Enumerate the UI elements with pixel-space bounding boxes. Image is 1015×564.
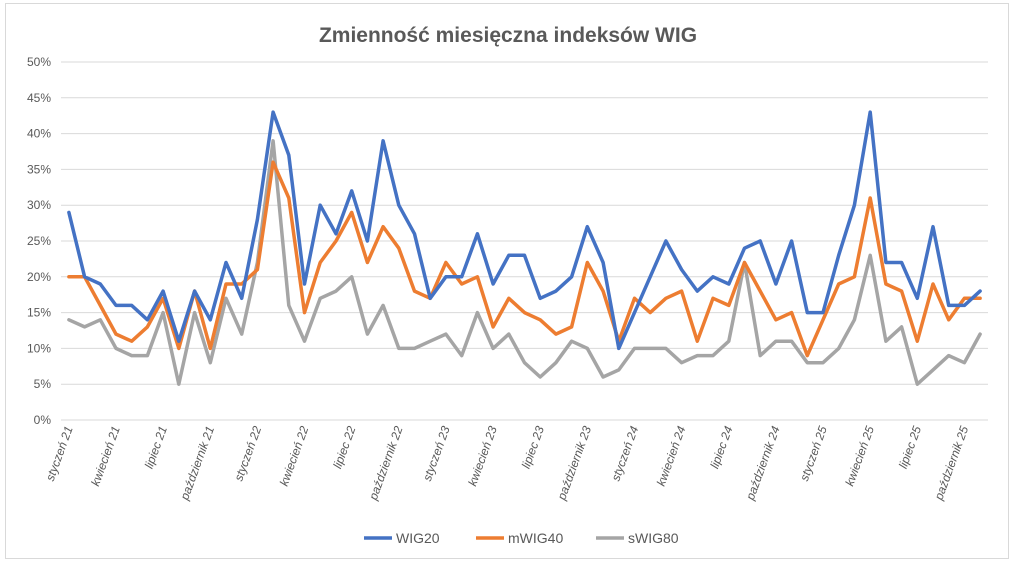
x-tick-label: styczeń 21 (43, 424, 76, 483)
x-tick-label: styczeń 24 (609, 424, 642, 483)
x-tick-label: lipiec 24 (707, 424, 735, 470)
line-chart: Zmienność miesięczna indeksów WIG 0% 5% 10… (27, 24, 988, 546)
x-tick-label: lipiec 21 (142, 424, 170, 470)
y-tick-label: 20% (27, 270, 51, 284)
x-tick-label: kwiecień 24 (654, 424, 689, 488)
x-axis-tick-labels: styczeń 21 kwiecień 21 lipiec 21 październi… (43, 424, 971, 503)
series-line-mwig40 (67, 160, 982, 358)
series-line-wig20 (67, 110, 982, 351)
x-tick-label: lipiec 23 (519, 424, 547, 470)
x-tick-label: październik 22 (366, 424, 406, 503)
x-tick-label: październik 24 (743, 424, 783, 503)
x-tick-label: październik 25 (931, 424, 971, 503)
legend-label-swig80: sWIG80 (628, 530, 679, 546)
series-line-swig80 (67, 139, 982, 386)
x-tick-label: styczeń 22 (231, 424, 264, 483)
y-tick-label: 35% (27, 162, 51, 176)
legend: WIG20 mWIG40 sWIG80 (364, 530, 679, 546)
x-tick-label: kwiecień 25 (842, 424, 877, 488)
chart-title: Zmienność miesięczna indeksów WIG (319, 24, 697, 47)
legend-label-wig20: WIG20 (396, 530, 440, 546)
x-tick-label: lipiec 25 (896, 424, 924, 470)
x-tick-label: kwiecień 21 (88, 424, 123, 488)
series-lines (67, 110, 982, 386)
gridlines (61, 61, 988, 421)
x-tick-label: lipiec 22 (330, 424, 358, 470)
x-tick-label: kwiecień 23 (465, 424, 500, 488)
y-axis-tick-labels: 0% 5% 10% 15% 20% 25% 30% 35% 40% 45% 50% (27, 55, 51, 427)
y-tick-label: 10% (27, 341, 51, 355)
y-tick-label: 50% (27, 55, 51, 69)
x-tick-label: październik 23 (554, 424, 594, 503)
x-tick-label: styczeń 25 (797, 424, 830, 483)
chart-area: Zmienność miesięczna indeksów WIG 0% 5% 10… (5, 3, 1009, 559)
y-tick-label: 5% (34, 377, 52, 391)
y-tick-label: 25% (27, 234, 51, 248)
x-tick-label: kwiecień 22 (277, 424, 312, 488)
y-tick-label: 0% (34, 413, 52, 427)
y-tick-label: 40% (27, 127, 51, 141)
x-tick-label: styczeń 23 (420, 424, 453, 483)
legend-label-mwig40: mWIG40 (508, 530, 563, 546)
y-tick-label: 15% (27, 306, 51, 320)
x-tick-label: październik 21 (177, 424, 217, 502)
y-tick-label: 30% (27, 198, 51, 212)
y-tick-label: 45% (27, 91, 51, 105)
